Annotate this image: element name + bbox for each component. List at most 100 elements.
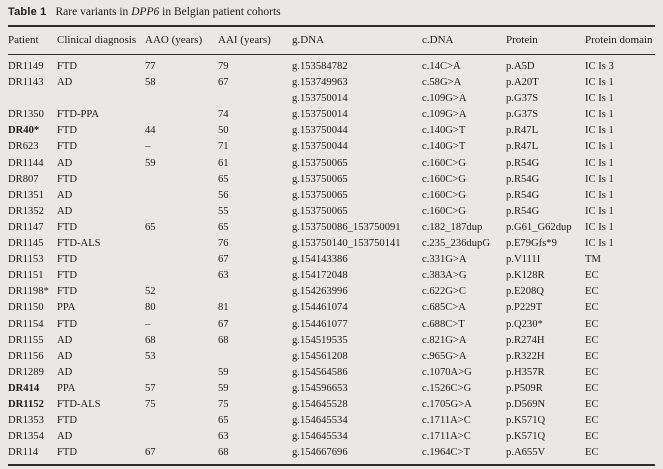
cell-patient: DR1289 — [8, 366, 44, 378]
cell-aai: 59 — [218, 382, 229, 394]
cell-aai: 81 — [218, 302, 229, 314]
cell-gdna: g.154263996 — [292, 286, 348, 298]
cell-aao — [145, 204, 218, 220]
table-row: DR1354 AD 63 g.154645534 c.1711A>C p.K57… — [8, 429, 655, 445]
cell-aai: 61 — [218, 157, 229, 169]
table-row: DR1153 FTD 67 g.154143386 c.331G>A p.V11… — [8, 252, 655, 268]
cell-aao — [145, 172, 218, 188]
cell-gdna: g.154561208 — [292, 350, 348, 362]
cell-aai: 56 — [218, 189, 229, 201]
table-caption-label: Table 1 — [8, 6, 47, 18]
table-row: DR1289 AD 59 g.154564586 c.1070A>G p.H35… — [8, 365, 655, 381]
cell-patient: DR623 — [8, 141, 39, 153]
cell-protein: p.R47L — [506, 125, 539, 137]
cell-cdna: c.1070A>G — [422, 366, 472, 378]
cell-cdna: c.1711A>C — [422, 431, 471, 443]
cell-gdna: g.154596653 — [292, 382, 348, 394]
cell-protein-domain: EC — [585, 431, 599, 443]
cell-cdna: c.160C>G — [422, 173, 466, 185]
cell-aao — [145, 107, 218, 123]
cell-gdna: g.153750065 — [292, 173, 348, 185]
cell-clinical-diagnosis: AD — [57, 350, 73, 362]
table-row: DR1151 FTD 63 g.154172048 c.383A>G p.K12… — [8, 268, 655, 284]
cell-patient: DR1150 — [8, 302, 44, 314]
table-caption: Table 1 Rare variants in DPP6 in Belgian … — [8, 5, 655, 20]
cell-aao: 75 — [145, 398, 156, 410]
cell-protein-domain: EC — [585, 302, 599, 314]
cell-protein: p.K571Q — [506, 415, 546, 427]
cell-protein: p.R54G — [506, 205, 540, 217]
cell-patient: DR1154 — [8, 318, 44, 330]
table-row: DR1149 FTD 77 79 g.153584782 c.14C>A p.A… — [8, 55, 655, 76]
table-row: DR1350 FTD-PPA 74 g.153750014 c.109G>A p… — [8, 107, 655, 123]
table-row: g.153750014 c.109G>A p.G37S IC Is 1 — [8, 91, 655, 107]
cell-protein-domain: IC Is 1 — [585, 141, 614, 153]
cell-patient: DR1143 — [8, 77, 44, 89]
cell-cdna: c.14C>A — [422, 61, 461, 72]
column-header-gdna: g.DNA — [292, 26, 422, 55]
cell-aai: 67 — [218, 318, 229, 330]
cell-patient — [8, 91, 57, 107]
cell-protein-domain: IC Is 1 — [585, 205, 614, 217]
cell-protein: p.K128R — [506, 270, 545, 282]
cell-aao: 65 — [145, 221, 156, 233]
cell-protein: p.P509R — [506, 382, 543, 394]
cell-protein-domain: EC — [585, 382, 599, 394]
table-row: DR1156 AD 53 g.154561208 c.965G>A p.R322… — [8, 349, 655, 365]
cell-aai: 74 — [218, 109, 229, 121]
cell-aao: 53 — [145, 350, 156, 362]
cell-patient: DR1353 — [8, 415, 44, 427]
cell-gdna: g.153750140_153750141 — [292, 238, 401, 250]
cell-gdna: g.153750065 — [292, 205, 348, 217]
column-header-protein-domain: Protein domain — [585, 26, 655, 55]
cell-patient: DR1354 — [8, 431, 44, 443]
cell-patient: DR1151 — [8, 270, 44, 282]
cell-patient: DR114 — [8, 447, 39, 459]
cell-cdna: c.685C>A — [422, 302, 466, 314]
cell-aai — [218, 91, 292, 107]
table-row: DR1353 FTD 65 g.154645534 c.1711A>C p.K5… — [8, 413, 655, 429]
cell-clinical-diagnosis: PPA — [57, 382, 76, 394]
cell-aao: 57 — [145, 382, 156, 394]
cell-clinical-diagnosis: FTD — [57, 318, 78, 330]
table-row: DR1352 AD 55 g.153750065 c.160C>G p.R54G… — [8, 204, 655, 220]
table-row: DR623 FTD – 71 g.153750044 c.140G>T p.R4… — [8, 139, 655, 155]
cell-protein: p.R322H — [506, 350, 545, 362]
cell-protein-domain: EC — [585, 366, 599, 378]
cell-gdna: g.154461074 — [292, 302, 348, 314]
cell-cdna: c.58G>A — [422, 77, 462, 89]
cell-protein-domain: EC — [585, 398, 599, 410]
cell-clinical-diagnosis: FTD-ALS — [57, 398, 101, 410]
cell-protein-domain: IC Is 1 — [585, 173, 614, 185]
column-header-clinical-diagnosis: Clinical diagnosis — [57, 26, 145, 55]
table-caption-text: Rare variants in DPP6 in Belgian patient… — [56, 6, 281, 18]
cell-protein: p.D569N — [506, 398, 546, 410]
cell-gdna: g.154143386 — [292, 254, 348, 266]
cell-gdna: g.153749963 — [292, 77, 348, 89]
cell-aao: – — [145, 318, 151, 330]
cell-patient: DR414 — [8, 382, 40, 394]
cell-aao: 59 — [145, 157, 156, 169]
cell-patient: DR40* — [8, 125, 40, 137]
cell-cdna: c.383A>G — [422, 270, 467, 282]
cell-protein-domain: IC Is 1 — [585, 157, 614, 169]
cell-gdna: g.153750086_153750091 — [292, 221, 401, 233]
cell-aai: 76 — [218, 238, 229, 250]
cell-gdna: g.153584782 — [292, 61, 348, 72]
table-row: DR1155 AD 68 68 g.154519535 c.821G>A p.R… — [8, 333, 655, 349]
cell-patient: DR1155 — [8, 334, 44, 346]
cell-aai — [218, 284, 292, 300]
table-header-row: Patient Clinical diagnosis AAO (years) A… — [8, 26, 655, 55]
cell-aai: 68 — [218, 334, 229, 346]
cell-cdna: c.235_236dupG — [422, 238, 490, 250]
table-row: DR114 FTD 67 68 g.154667696 c.1964C>T p.… — [8, 445, 655, 465]
cell-aai: 63 — [218, 270, 229, 282]
cell-protein: p.H357R — [506, 366, 545, 378]
cell-clinical-diagnosis: AD — [57, 366, 73, 378]
cell-aai: 65 — [218, 173, 229, 185]
cell-aao: – — [145, 141, 151, 153]
cell-patient: DR1149 — [8, 61, 44, 72]
cell-patient: DR1152 — [8, 398, 44, 410]
caption-text-after-gene: in Belgian patient cohorts — [159, 6, 281, 18]
